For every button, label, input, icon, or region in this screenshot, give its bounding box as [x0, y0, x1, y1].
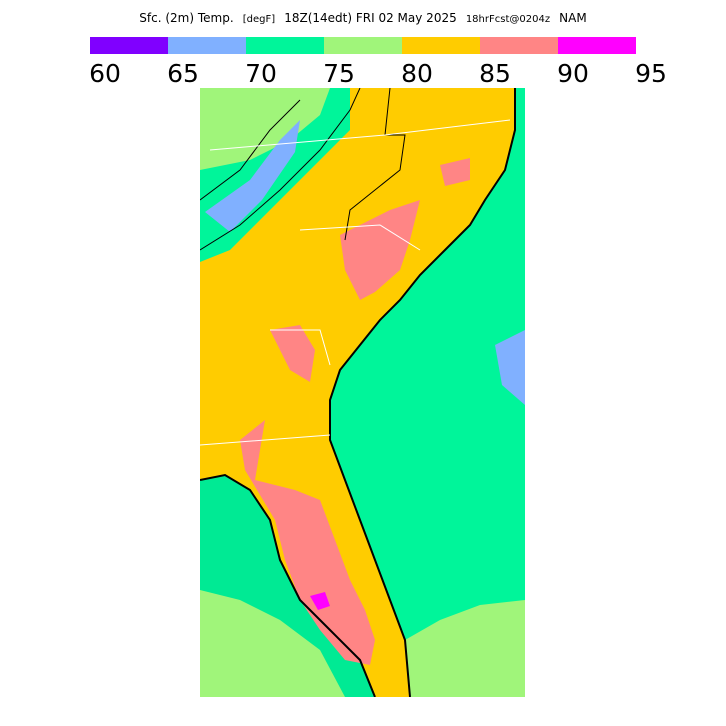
- cool-field: [200, 590, 345, 697]
- colorbar-label: 90: [557, 59, 589, 88]
- colorbar-swatch: [480, 37, 558, 54]
- warm-field: [200, 88, 515, 697]
- colorbar-label: 85: [479, 59, 511, 88]
- cold-field: [495, 330, 525, 405]
- colorbar-swatch: [558, 37, 636, 54]
- colorbar-label: 80: [401, 59, 433, 88]
- hot-field: [440, 158, 470, 186]
- cool-field: [200, 88, 330, 170]
- colorbar-label: 70: [245, 59, 277, 88]
- colorbar-label: 65: [167, 59, 199, 88]
- title-part: 18Z(14edt) FRI 02 May 2025: [284, 11, 456, 25]
- colorbar-label: 60: [89, 59, 121, 88]
- colorbar-swatch: [402, 37, 480, 54]
- hot-field: [340, 200, 420, 300]
- colorbar-swatch: [246, 37, 324, 54]
- hot-field: [270, 325, 315, 382]
- cool-field: [405, 600, 525, 697]
- colorbar-swatch: [168, 37, 246, 54]
- map: [200, 88, 525, 697]
- title-part: NAM: [559, 11, 587, 25]
- state-border: [200, 119, 511, 446]
- colorbar-label: 75: [323, 59, 355, 88]
- contour-line: [200, 88, 406, 251]
- colorbar-label: 95: [635, 59, 667, 88]
- title-part: 18hrFcst@0204z: [466, 14, 550, 25]
- title-part: [degF]: [243, 14, 276, 25]
- title-part: Sfc. (2m) Temp.: [139, 11, 233, 25]
- hottest-field: [310, 592, 330, 610]
- coastline: [200, 88, 516, 697]
- title: Sfc. (2m) Temp. [degF] 18Z(14edt) FRI 02…: [139, 7, 586, 26]
- colorbar: 60 65 70 75 80 85 90 95: [89, 37, 667, 88]
- hot-field: [240, 420, 375, 665]
- cold-field: [205, 120, 300, 232]
- colorbar-swatch: [324, 37, 402, 54]
- colorbar-swatch: [90, 37, 168, 54]
